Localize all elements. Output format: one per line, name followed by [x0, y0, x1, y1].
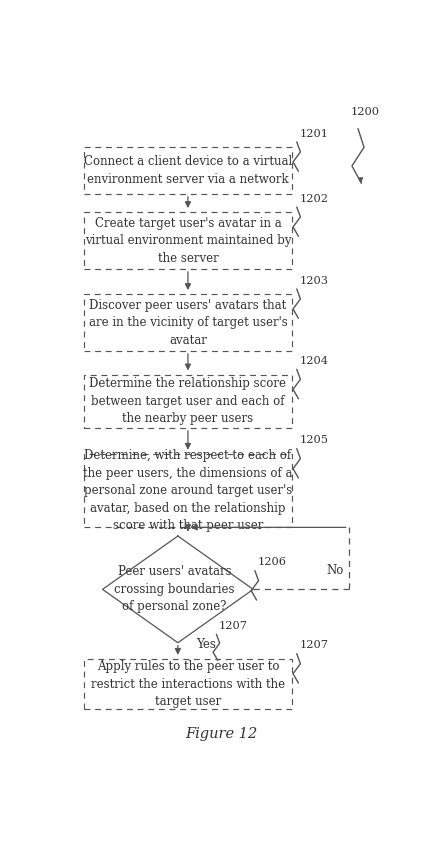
Bar — [84, 454, 292, 527]
Text: 1201: 1201 — [299, 128, 328, 139]
Text: 1207: 1207 — [299, 640, 328, 650]
Text: Connect a client device to a virtual
environment server via a network: Connect a client device to a virtual env… — [84, 155, 292, 186]
Text: 1205: 1205 — [299, 436, 328, 445]
Bar — [84, 659, 292, 709]
Text: Determine, with respect to each of
the peer users, the dimensions of a
personal : Determine, with respect to each of the p… — [83, 449, 292, 533]
Text: 1204: 1204 — [299, 356, 328, 366]
Polygon shape — [102, 536, 253, 643]
Text: Determine the relationship score
between target user and each of
the nearby peer: Determine the relationship score between… — [89, 378, 286, 425]
Text: Apply rules to the peer user to
restrict the interactions with the
target user: Apply rules to the peer user to restrict… — [91, 660, 285, 708]
Bar — [84, 147, 292, 194]
Text: Figure 12: Figure 12 — [185, 727, 257, 740]
Bar — [84, 212, 292, 269]
Text: 1207: 1207 — [219, 621, 248, 630]
Text: 1206: 1206 — [257, 558, 286, 567]
Text: No: No — [327, 565, 344, 578]
Bar — [84, 375, 292, 428]
Text: Create target user's avatar in a
virtual environment maintained by
the server: Create target user's avatar in a virtual… — [85, 216, 291, 265]
Bar — [84, 294, 292, 351]
Text: 1202: 1202 — [299, 194, 328, 204]
Text: Yes: Yes — [196, 637, 216, 650]
Text: Peer users' avatars
crossing boundaries
of personal zone?: Peer users' avatars crossing boundaries … — [114, 565, 235, 613]
Text: 1203: 1203 — [299, 275, 328, 286]
Text: 1200: 1200 — [350, 107, 379, 117]
Text: Discover peer users' avatars that
are in the vicinity of target user's
avatar: Discover peer users' avatars that are in… — [89, 299, 287, 346]
